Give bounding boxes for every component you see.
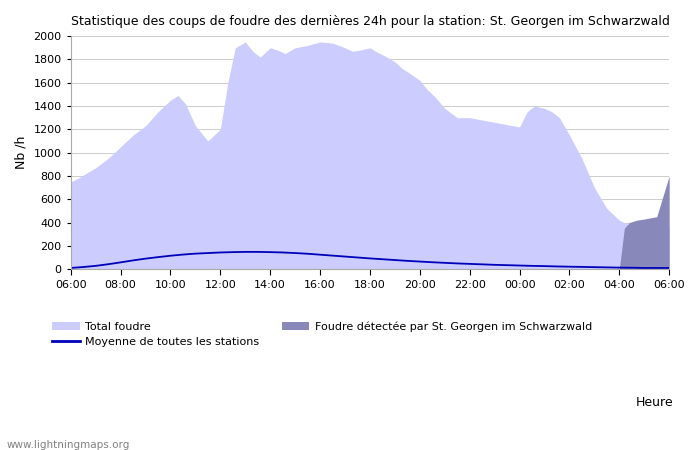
Y-axis label: Nb /h: Nb /h	[15, 136, 28, 169]
Legend: Total foudre, Moyenne de toutes les stations, Foudre détectée par St. Georgen im: Total foudre, Moyenne de toutes les stat…	[48, 317, 596, 351]
Title: Statistique des coups de foudre des dernières 24h pour la station: St. Georgen i: Statistique des coups de foudre des dern…	[71, 15, 669, 28]
Text: Heure: Heure	[636, 396, 673, 409]
Text: www.lightningmaps.org: www.lightningmaps.org	[7, 440, 130, 450]
